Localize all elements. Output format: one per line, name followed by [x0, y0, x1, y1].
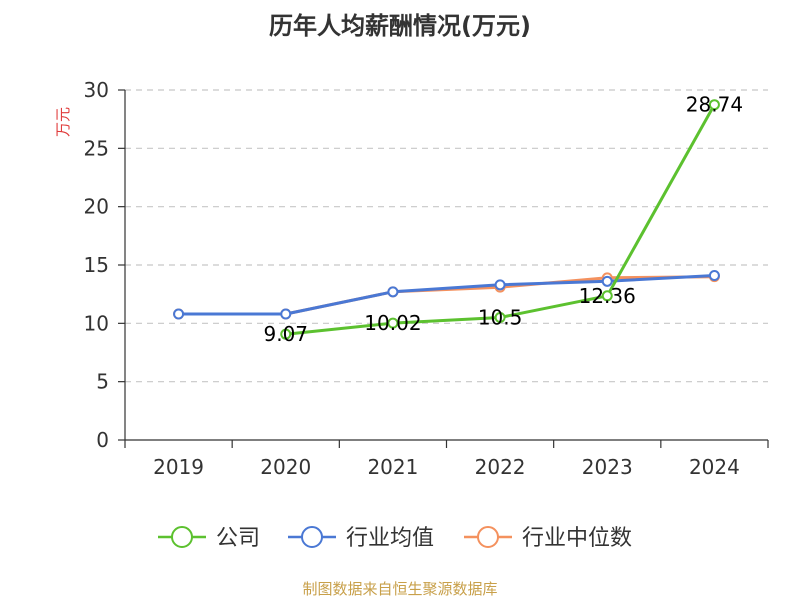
legend-marker-icon	[301, 526, 323, 548]
x-tick-label: 2023	[582, 455, 633, 479]
y-axis-label: 万元	[54, 107, 72, 137]
legend-item-2[interactable]: 行业中位数	[464, 526, 632, 551]
x-tick-label: 2019	[153, 455, 204, 479]
data-point-0	[708, 99, 720, 111]
y-tick-label: 0	[96, 428, 109, 452]
data-point-0	[494, 312, 506, 323]
y-tick-label: 25	[84, 136, 109, 160]
data-label: 12.36	[579, 284, 636, 308]
series-layer	[173, 99, 720, 340]
data-point-1	[173, 308, 185, 320]
data-point-1	[387, 286, 399, 298]
data-label: 28.74	[686, 93, 743, 117]
data-labels: 9.07 10.02 10.5 12.36 28.74	[263, 93, 743, 346]
data-label: 10.5	[478, 306, 523, 330]
data-label: 9.07	[263, 322, 308, 346]
y-tick-label: 5	[96, 370, 109, 394]
series-line-1	[178, 274, 715, 316]
data-point-0	[601, 290, 613, 302]
y-tick-label: 15	[84, 253, 109, 277]
chart-title: 历年人均薪酬情况(万元)	[269, 12, 531, 40]
legend-item-0[interactable]: 公司	[158, 526, 260, 551]
legend-marker-icon	[477, 526, 499, 548]
x-tick-label: 2020	[260, 455, 311, 479]
y-tick-label: 20	[84, 195, 109, 219]
data-point-1	[708, 270, 720, 281]
legend-marker-icon	[171, 526, 193, 548]
gridlines	[125, 89, 768, 383]
axes: 0 5 10 15 20 25 30 2019 2020 2021 2022 2023 2024	[84, 78, 769, 479]
data-point-1	[601, 275, 613, 287]
data-label: 10.02	[364, 311, 421, 335]
legend-label: 行业均值	[346, 526, 434, 551]
legend-label: 行业中位数	[522, 526, 632, 551]
x-tick-label: 2021	[367, 455, 418, 479]
data-point-0	[280, 328, 292, 340]
legend[interactable]: 公司 行业均值 行业中位数	[158, 526, 632, 551]
source-note: 制图数据来自恒生聚源数据库	[302, 580, 497, 598]
y-tick-label: 10	[84, 311, 109, 335]
legend-item-1[interactable]: 行业均值	[288, 526, 434, 551]
y-tick-label: 30	[84, 78, 109, 102]
data-point-1	[494, 279, 506, 291]
x-tick-label: 2024	[689, 455, 740, 479]
legend-label: 公司	[216, 526, 260, 551]
x-tick-label: 2022	[475, 455, 526, 479]
data-point-0	[387, 317, 399, 329]
data-point-1	[280, 308, 292, 320]
